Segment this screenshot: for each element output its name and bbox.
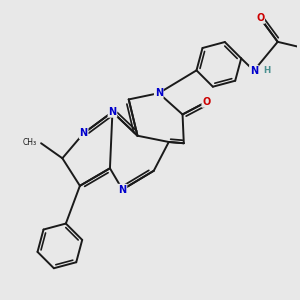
Text: N: N [108,107,116,117]
Text: N: N [118,184,127,195]
Text: CH₃: CH₃ [23,138,37,147]
Text: N: N [250,66,258,76]
Text: H: H [263,66,271,75]
Text: O: O [256,13,264,23]
Text: N: N [155,88,163,98]
Text: N: N [80,128,88,138]
Text: O: O [202,97,211,107]
